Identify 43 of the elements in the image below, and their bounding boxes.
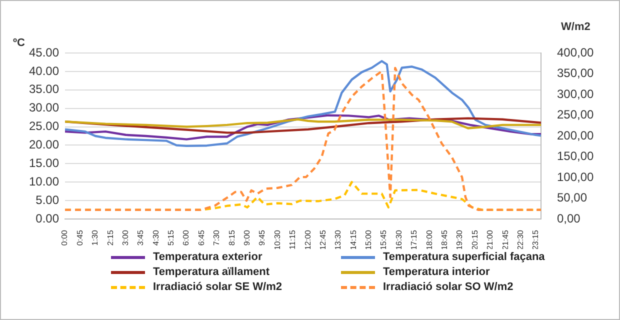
y2-tick-label: 0,00 (557, 211, 581, 226)
y-tick-label: 10.00 (28, 174, 60, 188)
legend-label: Temperatura interior (383, 266, 490, 278)
y-tick-label: 25.00 (28, 119, 60, 134)
y2-tick-label: 400,00 (557, 45, 594, 60)
x-tick-label: 3:00 (120, 229, 130, 246)
x-tick-label: 9:45 (258, 229, 267, 246)
y2-tick-label: 200,00 (557, 128, 594, 142)
x-tick-label: 1:30 (90, 229, 100, 246)
y-tick-label: 45.00 (28, 45, 60, 60)
y2-axis-title: W/m2 (561, 21, 590, 33)
legend-label: Irradiació solar SE W/m2 (153, 281, 282, 293)
x-tick-label: 4:30 (151, 229, 160, 246)
y-tick-label: 35.00 (28, 82, 60, 96)
y2-tick-label: 300,00 (557, 86, 594, 101)
legend-label: Temperatura exterior (153, 251, 262, 263)
y-tick-label: 30.00 (28, 100, 60, 115)
legend-label: Temperatura aïllament (153, 266, 270, 278)
x-tick-label: 8:15 (227, 229, 236, 246)
x-tick-label: 0:45 (75, 229, 84, 246)
x-tick-label: 9:00 (242, 229, 252, 246)
y-tick-label: 40.00 (28, 64, 60, 78)
y-axis-title: ºC (13, 37, 25, 49)
legend-label: Temperatura superficial façana (383, 251, 545, 263)
legend-label: Irradiació solar SO W/m2 (383, 281, 514, 293)
y-tick-label: 20.00 (28, 138, 60, 152)
line-series (65, 66, 541, 211)
x-tick-label: 0:00 (60, 229, 70, 246)
y-tick-label: 15.00 (28, 156, 60, 170)
x-tick-label: 7:30 (212, 229, 222, 246)
y2-tick-label: 150,00 (557, 149, 594, 164)
y-tick-label: 0.00 (36, 211, 60, 226)
x-tick-label: 6:00 (182, 229, 191, 246)
x-tick-label: 5:15 (166, 229, 176, 246)
y2-tick-label: 100,00 (557, 170, 594, 184)
x-tick-label: 3:45 (136, 229, 146, 246)
x-tick-label: 6:45 (196, 229, 206, 246)
x-tick-label: 2:15 (106, 229, 115, 246)
y-tick-label: 5.00 (36, 192, 60, 207)
y2-tick-label: 50,00 (557, 190, 588, 205)
y2-tick-label: 350,00 (557, 66, 594, 80)
x-tick-label: 11:15 (288, 229, 298, 250)
y2-tick-label: 250,00 (557, 108, 594, 122)
